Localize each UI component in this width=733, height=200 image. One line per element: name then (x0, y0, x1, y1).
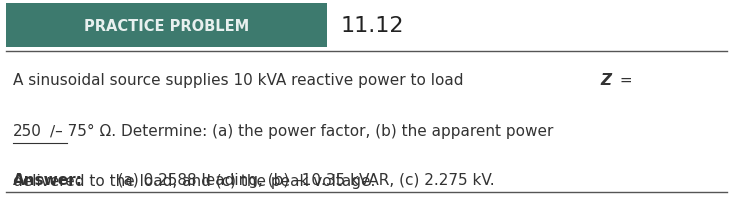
Text: 250: 250 (13, 123, 42, 138)
Text: Answer:: Answer: (13, 172, 83, 187)
Text: (a) 0.2588 leading, (b) –10.35 kVAR, (c) 2.275 kV.: (a) 0.2588 leading, (b) –10.35 kVAR, (c)… (103, 172, 495, 187)
Text: PRACTICE PROBLEM: PRACTICE PROBLEM (84, 19, 249, 33)
Text: ∕– 75° Ω. Determine: (a) the power factor, (b) the apparent power: ∕– 75° Ω. Determine: (a) the power facto… (51, 123, 554, 138)
Text: A sinusoidal source supplies 10 kVA reactive power to load: A sinusoidal source supplies 10 kVA reac… (13, 73, 468, 88)
Text: 11.12: 11.12 (340, 16, 404, 36)
FancyBboxPatch shape (6, 4, 327, 48)
Text: delivered to the load, and (c) the peak voltage.: delivered to the load, and (c) the peak … (13, 173, 375, 188)
Text: =: = (615, 73, 633, 88)
Text: Z: Z (601, 73, 612, 88)
